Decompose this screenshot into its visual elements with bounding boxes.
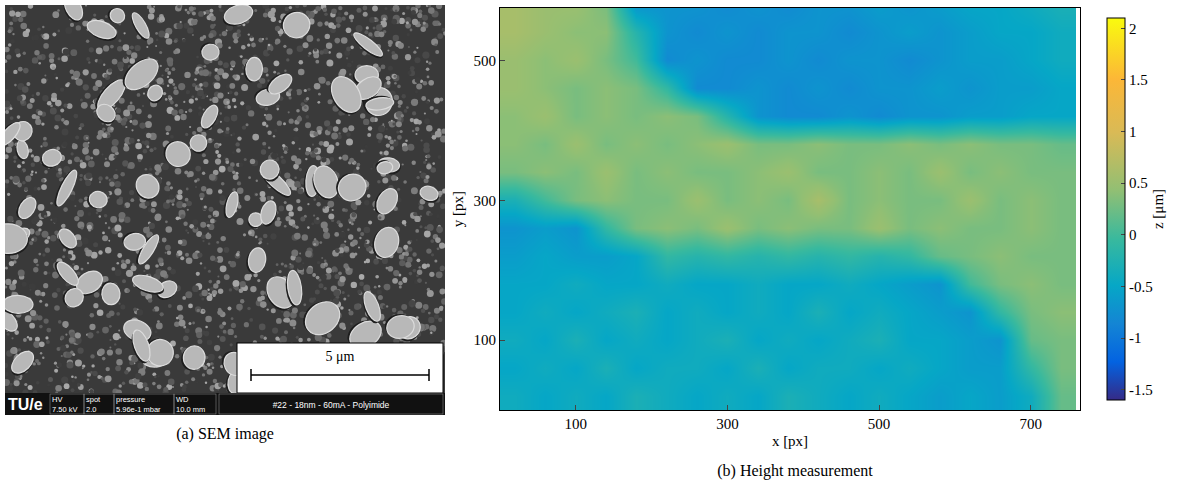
svg-text:5 μm: 5 μm — [326, 349, 355, 364]
html-text:(b) Height measurement: (b) Height measurement — [717, 462, 873, 479]
svg-text:500: 500 — [474, 53, 497, 69]
svg-text:300: 300 — [716, 416, 739, 432]
svg-text:2: 2 — [1129, 21, 1137, 37]
svg-text:5.96e-1 mbar: 5.96e-1 mbar — [116, 405, 161, 414]
svg-text:HV: HV — [52, 395, 62, 404]
svg-text:WD: WD — [176, 395, 189, 404]
svg-text:700: 700 — [1019, 416, 1042, 432]
svg-text:1.5: 1.5 — [1129, 72, 1148, 88]
svg-text:2.0: 2.0 — [86, 405, 96, 414]
svg-text:0: 0 — [1129, 227, 1137, 243]
svg-text:-0.5: -0.5 — [1129, 279, 1153, 295]
svg-text:spot: spot — [86, 395, 101, 404]
svg-text:-1.5: -1.5 — [1129, 382, 1153, 398]
svg-text:1: 1 — [1129, 124, 1137, 140]
svg-text:100: 100 — [565, 416, 588, 432]
svg-text:TU/e: TU/e — [8, 396, 43, 413]
svg-text:500: 500 — [868, 416, 891, 432]
svg-text:300: 300 — [474, 193, 497, 209]
svg-text:10.0 mm: 10.0 mm — [176, 405, 205, 414]
svg-text:z [μm]: z [μm] — [1150, 189, 1166, 229]
svg-text:y [px]: y [px] — [450, 191, 466, 227]
svg-text:100: 100 — [474, 332, 497, 348]
svg-text:pressure: pressure — [116, 395, 145, 404]
svg-text:x [px]: x [px] — [772, 433, 808, 449]
svg-text:7.50 kV: 7.50 kV — [52, 405, 77, 414]
svg-text:#22 - 18nm - 60mA - Polyimide: #22 - 18nm - 60mA - Polyimide — [273, 400, 390, 410]
html-text:(a) SEM image: (a) SEM image — [176, 425, 274, 442]
svg-text:0.5: 0.5 — [1129, 175, 1148, 191]
svg-text:-1: -1 — [1129, 330, 1142, 346]
